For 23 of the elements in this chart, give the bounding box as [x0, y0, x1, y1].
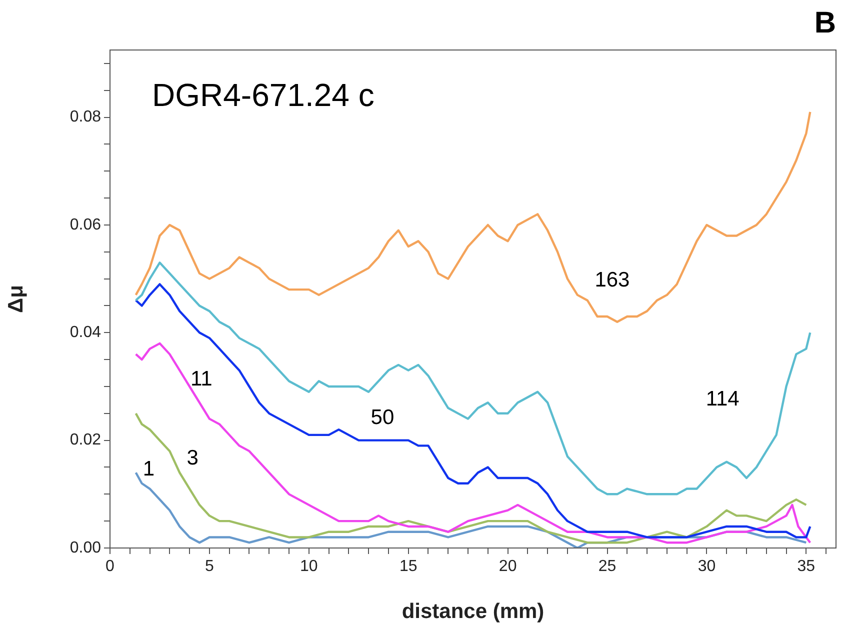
text: DGR4-671.24 c: [152, 76, 374, 113]
x-tick-label: 25: [598, 558, 616, 576]
x-tick-label: 20: [498, 558, 517, 576]
series-label: 50: [370, 406, 394, 430]
x-tick-label: 0: [106, 558, 115, 576]
y-tick-label: 0.00: [70, 539, 102, 556]
x-tick-label: 15: [399, 558, 418, 576]
x-tick-label: 10: [300, 558, 318, 576]
series-label: 11: [190, 368, 212, 391]
x-tick-label: 5: [205, 558, 214, 576]
x-axis-title: distance (mm): [402, 600, 544, 624]
y-tick-label: 0.06: [70, 216, 102, 234]
y-tick-label: 0.02: [70, 432, 102, 449]
series-label: 1: [142, 458, 155, 481]
x-tick-label: 35: [797, 558, 816, 576]
series-label: 114: [706, 388, 740, 411]
x-tick-label: 30: [698, 558, 716, 576]
series-label: 163: [594, 268, 630, 292]
y-tick-label: 0.04: [70, 324, 102, 342]
series-label: 3: [186, 446, 198, 470]
y-axis-title: Δμ: [4, 285, 28, 313]
y-tick-label: 0.08: [70, 108, 102, 126]
text: B: [814, 6, 836, 40]
